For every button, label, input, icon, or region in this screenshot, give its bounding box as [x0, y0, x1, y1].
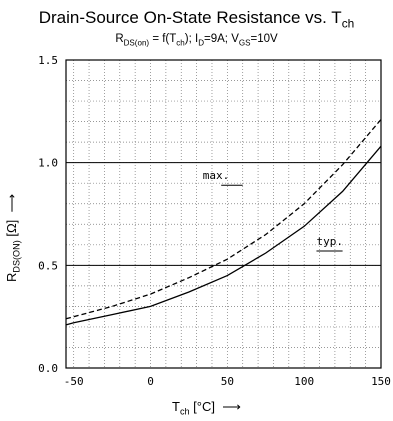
chart-title-sub: ch [341, 16, 355, 31]
y-axis-label-unit: [Ω] [4, 219, 19, 241]
x-axis-label-sub: ch [179, 406, 190, 417]
x-tick-label: 50 [221, 375, 234, 388]
x-tick-label: 100 [294, 375, 314, 388]
y-axis-label: RDS(ON) [Ω] ⟶ [4, 194, 22, 282]
x-tick-label: 150 [371, 375, 391, 388]
subtitle-id: ); I [184, 33, 199, 45]
y-axis-label-sub: DS(ON) [11, 240, 22, 273]
x-axis-arrow-icon: ⟶ [222, 399, 241, 414]
y-tick-label: 1.5 [38, 54, 58, 67]
y-axis-arrow-icon: ⟶ [4, 193, 19, 213]
subtitle-vgs-sub: GS [238, 38, 251, 48]
chart-title: Drain-Source On-State Resistance vs. Tch [0, 8, 393, 30]
y-tick-label: 1.0 [38, 157, 58, 170]
subtitle-id-sub: D [198, 38, 205, 48]
subtitle-t-sub: ch [176, 38, 185, 48]
x-tick-label: 0 [147, 375, 154, 388]
series-label-typ: typ. [316, 235, 343, 248]
x-axis-label-unit: [°C] [189, 399, 215, 414]
y-tick-label: 0.5 [38, 259, 58, 272]
subtitle-vgs-val: =10V [250, 33, 278, 45]
series-line-max [65, 119, 382, 320]
series-label-max: max. [203, 169, 230, 182]
series-line-typ [65, 145, 382, 326]
subtitle-r-sub: DS(on) [123, 38, 150, 48]
chart-title-text: Drain-Source On-State Resistance vs. T [38, 8, 342, 27]
y-axis-label-r: R [4, 272, 19, 282]
subtitle-eq: = f(T [149, 33, 177, 45]
subtitle-r: R [115, 33, 124, 45]
x-axis-label: Tch [°C] ⟶ [172, 399, 241, 417]
x-axis-label-t: T [172, 399, 180, 414]
chart-subtitle: RDS(on) = f(Tch); ID=9A; VGS=10V [0, 33, 393, 47]
subtitle-id-val: =9A; V [204, 33, 239, 45]
x-tick-label: -50 [64, 375, 84, 388]
y-tick-label: 0.0 [38, 362, 58, 375]
plot-frame [65, 59, 382, 369]
